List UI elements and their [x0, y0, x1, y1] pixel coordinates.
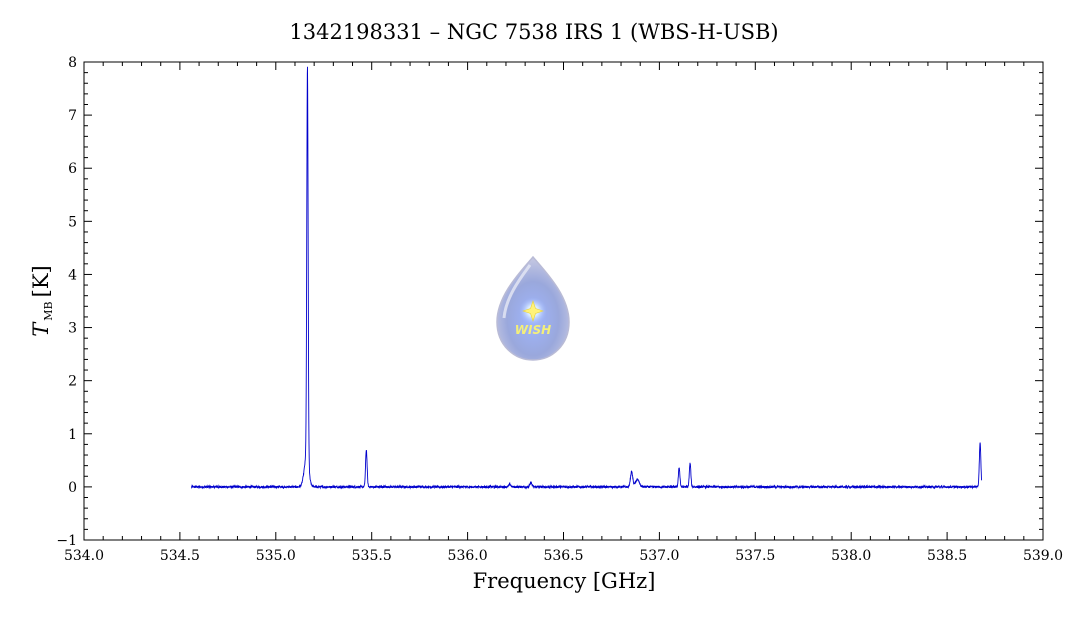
x-tick-label: 537.0 — [639, 548, 679, 564]
y-axis-label-unit: [K] — [29, 265, 53, 297]
y-tick-label: 8 — [68, 55, 77, 71]
x-axis-label: Frequency [GHz] — [473, 569, 656, 593]
series-line — [190, 66, 983, 490]
y-tick-label: 0 — [68, 480, 77, 496]
x-tick-label: 537.5 — [735, 548, 775, 564]
x-tick-label: 538.5 — [927, 548, 967, 564]
x-tick-label: 535.0 — [256, 548, 296, 564]
y-tick-labels: −1 0 1 2 3 4 5 6 7 8 — [56, 55, 77, 549]
star-icon — [522, 300, 544, 322]
y-tick-label: 1 — [68, 427, 77, 443]
svg-text:TMB[K]: TMB [K] — [29, 265, 55, 336]
x-tick-label: 535.5 — [352, 548, 392, 564]
x-tick-label: 536.0 — [448, 548, 488, 564]
y-tick-label: 5 — [68, 214, 77, 230]
x-tick-label: 536.5 — [543, 548, 583, 564]
y-tick-label: −1 — [56, 533, 77, 549]
x-tick-label: 539.0 — [1023, 548, 1063, 564]
plot-frame — [83, 61, 1044, 541]
y-axis-label-sub: MB — [42, 301, 55, 320]
y-tick-label: 6 — [68, 161, 77, 177]
y-axis-label-main: T — [29, 321, 53, 337]
wish-logo: WISH — [496, 255, 570, 361]
y-tick-label: 2 — [68, 374, 77, 390]
x-tick-label: 534.5 — [160, 548, 200, 564]
x-tick-label: 534.0 — [64, 548, 104, 564]
logo-text: WISH — [515, 323, 551, 337]
x-tick-label: 538.0 — [831, 548, 871, 564]
y-axis-label: TMB [K] — [29, 265, 55, 336]
y-tick-label: 3 — [68, 321, 77, 337]
y-tick-label: 7 — [68, 108, 77, 124]
axis-ticks — [83, 61, 1044, 541]
y-tick-label: 4 — [68, 267, 77, 283]
x-tick-labels: 534.0 534.5 535.0 535.5 536.0 536.5 537.0 537.5… — [64, 548, 1063, 564]
chart-title: 1342198331 – NGC 7538 IRS 1 (WBS-H-USB) — [289, 20, 778, 44]
